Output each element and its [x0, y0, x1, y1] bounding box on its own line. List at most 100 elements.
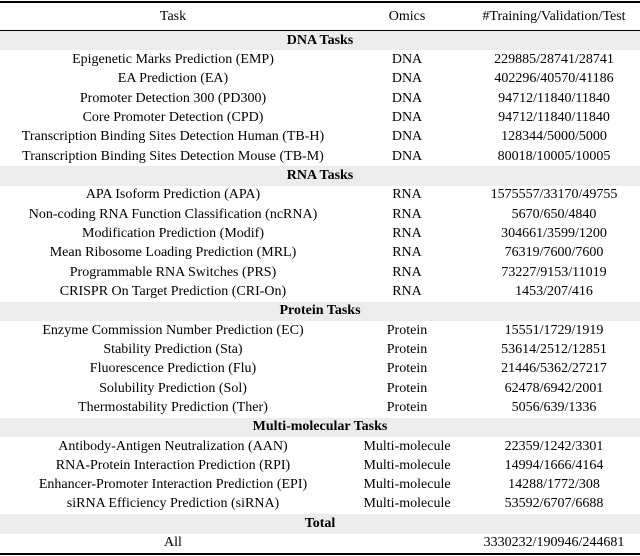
section-header-row: RNA Tasks — [0, 166, 640, 186]
cell-counts: 80018/10005/10005 — [497, 148, 611, 164]
cell-task: Enzyme Commission Number Prediction (EC) — [42, 322, 304, 338]
cell-counts: 22359/1242/3301 — [504, 438, 604, 454]
cell-omics: Multi-molecule — [363, 457, 451, 473]
cell-task: CRISPR On Target Prediction (CRI-On) — [59, 283, 287, 299]
cell-task: Solubility Prediction (Sol) — [99, 380, 247, 396]
table-row: Antibody-Antigen Neutralization (AAN) Mul… — [0, 437, 640, 456]
cell-task: Enhancer-Promoter Interaction Prediction… — [38, 477, 308, 493]
cell-omics: Multi-molecule — [363, 496, 451, 512]
table-row: Transcription Binding Sites Detection Mo… — [0, 147, 640, 166]
section-header-row: DNA Tasks — [0, 30, 640, 51]
table-row: Promoter Detection 300 (PD300) DNA 94712/1… — [0, 89, 640, 108]
table-body: DNA Tasks Epigenetic Marks Prediction (EM… — [0, 30, 640, 555]
cell-counts: 53592/6707/6688 — [504, 496, 604, 512]
cell-task: RNA-Protein Interaction Prediction (RPI) — [55, 457, 291, 473]
cell-counts: 229885/28741/28741 — [494, 51, 614, 67]
cell-task: Promoter Detection 300 (PD300) — [79, 90, 267, 106]
cell-omics: Protein — [386, 399, 428, 415]
table-row: Mean Ribosome Loading Prediction (MRL) RN… — [0, 244, 640, 263]
cell-omics: RNA — [392, 187, 422, 203]
cell-omics: DNA — [391, 71, 423, 87]
cell-task: Modification Prediction (Modif) — [82, 225, 264, 241]
cell-counts: 94712/11840/11840 — [498, 90, 610, 106]
section-header-row: Total — [0, 514, 640, 534]
cell-task: Mean Ribosome Loading Prediction (MRL) — [49, 245, 297, 261]
table-row: siRNA Efficiency Prediction (siRNA) Multi… — [0, 495, 640, 514]
cell-counts: 15551/1729/1919 — [504, 322, 604, 338]
cell-task: siRNA Efficiency Prediction (siRNA) — [66, 496, 280, 512]
cell-counts: 1575557/33170/49755 — [490, 187, 618, 203]
cell-task: Antibody-Antigen Neutralization (AAN) — [58, 438, 288, 454]
cell-counts: 94712/11840/11840 — [498, 109, 610, 125]
table-row: Enhancer-Promoter Interaction Prediction… — [0, 476, 640, 495]
cell-task: Fluorescence Prediction (Flu) — [89, 361, 257, 377]
section-title: Multi-molecular Tasks — [0, 417, 640, 437]
section-header-row: Protein Tasks — [0, 301, 640, 321]
section-title: Protein Tasks — [0, 301, 640, 321]
cell-counts: 14994/1666/4164 — [504, 457, 604, 473]
cell-omics: RNA — [392, 245, 422, 261]
table-row: Epigenetic Marks Prediction (EMP) DNA 2298… — [0, 50, 640, 69]
table-row: Transcription Binding Sites Detection Hu… — [0, 128, 640, 147]
cell-omics: Multi-molecule — [363, 477, 451, 493]
cell-counts: 14288/1772/308 — [508, 477, 600, 493]
cell-omics: DNA — [391, 148, 423, 164]
cell-omics: Protein — [386, 380, 428, 396]
section-title: Total — [0, 514, 640, 534]
table-row: Thermostability Prediction (Ther) Protein… — [0, 398, 640, 417]
cell-task: Epigenetic Marks Prediction (EMP) — [72, 51, 274, 67]
cell-counts: 73227/9153/11019 — [501, 264, 607, 280]
cell-counts: 304661/3599/1200 — [501, 225, 607, 241]
cell-task: All — [164, 535, 182, 551]
table-row: Programmable RNA Switches (PRS) RNA 73227/… — [0, 263, 640, 282]
section-title: DNA Tasks — [0, 30, 640, 51]
cell-omics: DNA — [391, 90, 423, 106]
cell-task: Core Promoter Detection (CPD) — [82, 109, 264, 125]
cell-omics: Protein — [386, 341, 428, 357]
cell-counts: 53614/2512/12851 — [501, 341, 607, 357]
table-row: Solubility Prediction (Sol) Protein 62478/… — [0, 379, 640, 398]
section-header-row: Multi-molecular Tasks — [0, 417, 640, 437]
cell-omics: RNA — [392, 264, 422, 280]
table-row: Modification Prediction (Modif) RNA 304661… — [0, 224, 640, 243]
cell-omics: RNA — [392, 225, 422, 241]
cell-task: APA Isoform Prediction (APA) — [85, 187, 261, 203]
table-row: CRISPR On Target Prediction (CRI-On) RNA 1… — [0, 282, 640, 301]
cell-omics: Protein — [386, 361, 428, 377]
table-row: Fluorescence Prediction (Flu) Protein 2144… — [0, 360, 640, 379]
column-header-counts: #Training/Validation/Test — [468, 2, 640, 31]
cell-omics: Protein — [386, 322, 428, 338]
cell-counts: 5670/650/4840 — [511, 206, 597, 222]
table-row: Core Promoter Detection (CPD) DNA 94712/11… — [0, 108, 640, 127]
header-row: Task Omics #Training/Validation/Test — [0, 2, 640, 31]
column-header-task: Task — [0, 2, 346, 31]
cell-omics: DNA — [391, 109, 423, 125]
table-row: APA Isoform Prediction (APA) RNA 1575557/3… — [0, 186, 640, 205]
cell-omics: Multi-molecule — [363, 438, 451, 454]
cell-task: Thermostability Prediction (Ther) — [78, 399, 268, 415]
cell-counts: 128344/5000/5000 — [501, 129, 607, 145]
table-row: RNA-Protein Interaction Prediction (RPI)… — [0, 456, 640, 475]
cell-omics: RNA — [392, 283, 422, 299]
table-row: Enzyme Commission Number Prediction (EC)… — [0, 321, 640, 340]
cell-task: Stability Prediction (Sta) — [103, 341, 243, 357]
cell-task: Non-coding RNA Function Classification (… — [28, 206, 318, 222]
section-title: RNA Tasks — [0, 166, 640, 186]
cell-counts: 402296/40570/41186 — [494, 71, 614, 87]
cell-task: Transcription Binding Sites Detection Mo… — [22, 148, 324, 164]
cell-counts: 21446/5362/27217 — [501, 361, 607, 377]
cell-counts: 76319/7600/7600 — [504, 245, 604, 261]
cell-counts: 3330232/190946/244681 — [483, 535, 625, 551]
cell-omics: DNA — [391, 51, 423, 67]
table-row: Stability Prediction (Sta) Protein 53614/2… — [0, 340, 640, 359]
column-header-omics: Omics — [346, 2, 468, 31]
table-row: All 3330232/190946/244681 — [0, 534, 640, 554]
cell-omics: RNA — [392, 206, 422, 222]
cell-task: EA Prediction (EA) — [117, 71, 229, 87]
cell-omics — [346, 534, 468, 554]
table-row: Non-coding RNA Function Classification (… — [0, 205, 640, 224]
cell-counts: 1453/207/416 — [515, 283, 593, 299]
cell-task: Transcription Binding Sites Detection Hu… — [21, 129, 325, 145]
cell-counts: 5056/639/1336 — [511, 399, 597, 415]
